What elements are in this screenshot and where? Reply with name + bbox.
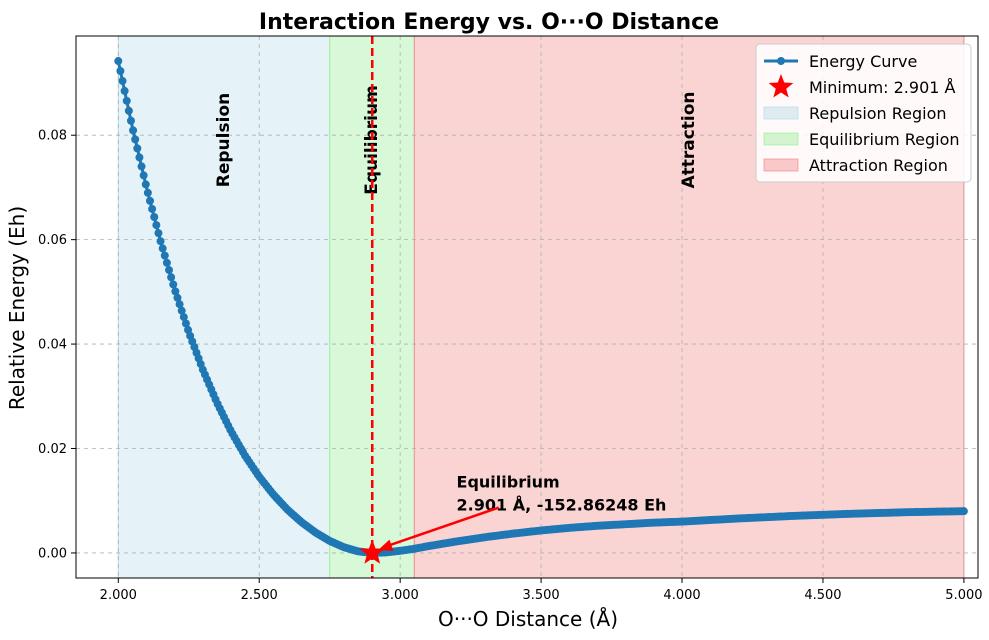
data-point <box>173 293 182 302</box>
x-axis-label: O···O Distance (Å) <box>438 607 618 631</box>
data-point <box>181 319 190 328</box>
legend-label: Equilibrium Region <box>809 130 960 149</box>
annotation-arrow-line <box>389 506 500 547</box>
data-point <box>126 116 135 125</box>
data-point <box>154 229 163 238</box>
x-tick-label: 5.000 <box>945 588 982 603</box>
legend-label: Energy Curve <box>809 52 917 71</box>
data-point <box>156 237 165 246</box>
x-tick-label: 2.500 <box>241 588 278 603</box>
data-point <box>124 106 133 115</box>
region-band-repulsion <box>118 36 330 578</box>
legend-marker-icon <box>777 57 785 65</box>
data-point <box>150 213 159 222</box>
legend-patch-icon <box>763 132 799 146</box>
x-tick-label: 2.000 <box>100 588 137 603</box>
y-axis-label: Relative Energy (Eh) <box>5 206 29 410</box>
legend-label: Attraction Region <box>809 156 948 175</box>
energy-curve-markers <box>114 57 968 557</box>
data-point <box>177 306 186 315</box>
data-point <box>158 244 167 253</box>
y-axis: 0.00 0.02 0.04 0.06 0.08 <box>38 129 76 561</box>
legend: Energy Curve Minimum: 2.901 Å Repulsion Re… <box>755 43 972 183</box>
data-point <box>959 507 968 516</box>
annotation-line2: 2.901 Å, -152.86248 Eh <box>457 495 667 514</box>
region-label-repulsion: Repulsion <box>214 93 234 187</box>
data-point <box>143 188 152 197</box>
data-point <box>133 144 142 153</box>
data-point <box>167 273 176 282</box>
data-point <box>122 96 131 105</box>
data-point <box>129 126 138 135</box>
data-point <box>165 266 174 275</box>
annotation-arrow-head <box>378 539 394 551</box>
data-point <box>179 313 188 322</box>
data-point <box>141 180 150 189</box>
data-point <box>175 300 184 309</box>
legend-patch-icon <box>763 158 799 172</box>
legend-patch-icon <box>763 106 799 120</box>
x-tick-label: 4.500 <box>804 588 841 603</box>
legend-label: Repulsion Region <box>809 104 947 123</box>
equilibrium-annotation: Equilibrium 2.901 Å, -152.86248 Eh <box>378 472 666 551</box>
data-point <box>118 76 127 85</box>
data-point <box>169 280 178 289</box>
data-point <box>160 251 169 260</box>
data-point <box>162 258 171 267</box>
y-tick-label: 0.06 <box>38 233 67 248</box>
chart-title: Interaction Energy vs. O···O Distance <box>259 10 719 35</box>
legend-box <box>755 43 972 183</box>
data-point <box>171 287 180 296</box>
data-point <box>131 135 140 144</box>
x-tick-label: 3.500 <box>522 588 559 603</box>
y-tick-label: 0.00 <box>38 546 67 561</box>
data-point <box>114 57 123 66</box>
data-point <box>135 153 144 162</box>
data-point <box>116 67 125 76</box>
series-layer <box>114 36 968 578</box>
plot-frame <box>75 35 979 579</box>
y-tick-label: 0.08 <box>38 129 67 144</box>
data-point <box>139 171 148 180</box>
data-point <box>148 204 157 213</box>
legend-star-icon <box>768 74 794 98</box>
data-point <box>145 196 154 205</box>
data-point <box>137 162 146 171</box>
y-tick-label: 0.04 <box>38 338 67 353</box>
annotation-line1: Equilibrium <box>457 472 560 491</box>
x-axis: 2.000 2.500 3.000 3.500 4.000 4.500 5.000 <box>100 578 983 603</box>
x-tick-label: 3.000 <box>382 588 419 603</box>
data-point <box>152 221 161 230</box>
region-label-attraction: Attraction <box>679 91 699 188</box>
x-tick-label: 4.000 <box>663 588 700 603</box>
data-point <box>120 86 129 95</box>
y-tick-label: 0.02 <box>38 442 67 457</box>
legend-label: Minimum: 2.901 Å <box>809 78 956 97</box>
